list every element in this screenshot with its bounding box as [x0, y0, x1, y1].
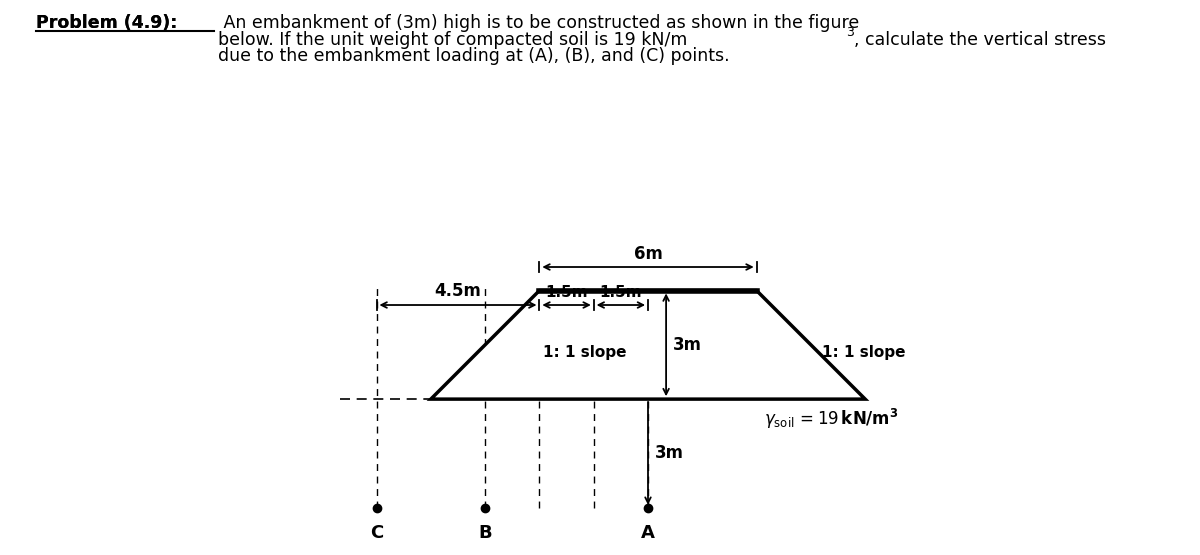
Text: 4.5m: 4.5m [434, 282, 481, 300]
Text: 1.5m: 1.5m [545, 285, 588, 300]
Text: 3m: 3m [673, 336, 702, 354]
Text: Problem (4.9):: Problem (4.9): [36, 14, 178, 32]
Text: An embankment of (3m) high is to be constructed as shown in the figure: An embankment of (3m) high is to be cons… [218, 14, 859, 32]
Text: due to the embankment loading at (A), (B), and (C) points.: due to the embankment loading at (A), (B… [218, 47, 730, 65]
Text: 3m: 3m [655, 445, 684, 462]
Text: A: A [641, 524, 655, 542]
Text: B: B [479, 524, 492, 542]
Text: below. If the unit weight of compacted soil is 19 kN/m: below. If the unit weight of compacted s… [218, 31, 688, 48]
Text: 3: 3 [846, 26, 854, 39]
Text: $\gamma_\mathrm{soil}$$\,=19\,$$\mathbf{kN/m^3}$: $\gamma_\mathrm{soil}$$\,=19\,$$\mathbf{… [764, 407, 899, 431]
Text: 1: 1 slope: 1: 1 slope [822, 345, 905, 360]
Text: , calculate the vertical stress: , calculate the vertical stress [854, 31, 1106, 48]
Text: 6m: 6m [634, 245, 662, 263]
Text: 1.5m: 1.5m [600, 285, 642, 300]
Text: 1: 1 slope: 1: 1 slope [544, 345, 626, 360]
Polygon shape [431, 290, 865, 399]
Text: Problem (4.9):: Problem (4.9): [36, 14, 178, 32]
Text: C: C [370, 524, 383, 542]
